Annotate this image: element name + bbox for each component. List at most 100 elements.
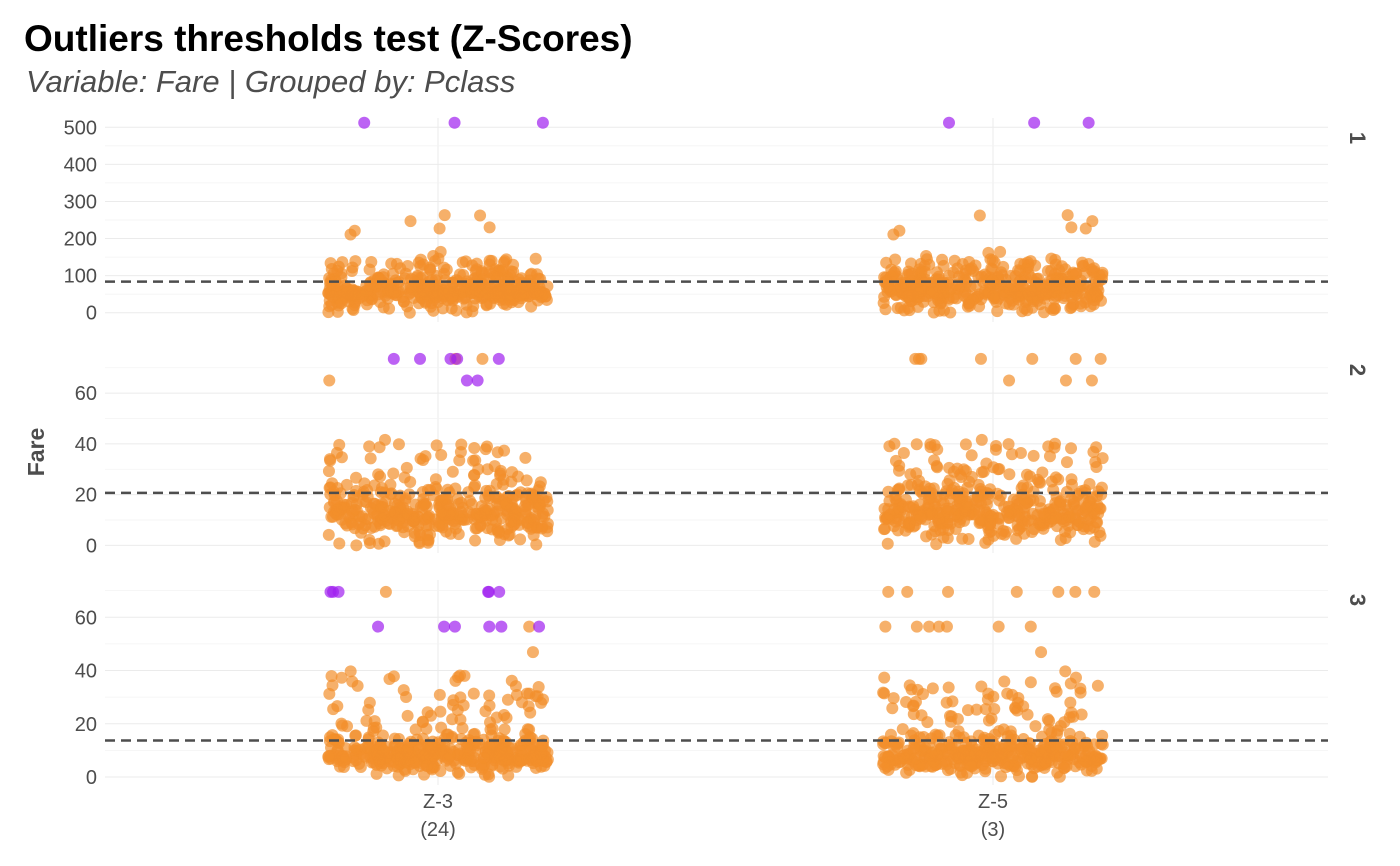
data-point — [1060, 456, 1073, 469]
outlier-point — [533, 620, 546, 633]
data-point — [469, 534, 482, 547]
data-point — [935, 757, 948, 770]
data-point — [534, 747, 547, 760]
data-point — [1050, 685, 1063, 698]
data-point — [392, 438, 405, 451]
data-point — [1025, 770, 1038, 783]
data-point — [879, 303, 892, 316]
data-point — [888, 520, 901, 533]
data-point — [909, 752, 922, 765]
data-point — [965, 262, 978, 275]
data-point — [378, 535, 391, 548]
data-point — [954, 766, 967, 779]
data-point — [368, 520, 381, 533]
data-point — [907, 727, 920, 740]
data-point — [1010, 585, 1023, 598]
outlier-point — [482, 585, 495, 598]
data-point — [992, 517, 1005, 530]
data-point — [483, 740, 496, 753]
data-point — [346, 518, 359, 531]
data-point — [427, 489, 440, 502]
data-point — [1006, 751, 1019, 764]
data-point — [508, 518, 521, 531]
data-point — [914, 512, 927, 525]
data-point — [422, 511, 435, 524]
data-point — [404, 752, 417, 765]
data-point — [370, 767, 383, 780]
outlier-point — [536, 116, 549, 129]
data-point — [519, 451, 532, 464]
x-tick-count-label: (3) — [981, 819, 1005, 841]
data-point — [333, 438, 346, 451]
data-point — [405, 273, 418, 286]
data-point — [407, 291, 420, 304]
data-point — [932, 620, 945, 633]
data-point — [944, 715, 957, 728]
data-point — [528, 285, 541, 298]
data-point — [958, 514, 971, 527]
data-point — [438, 209, 451, 222]
outlier-point — [493, 585, 506, 598]
data-point — [1095, 481, 1108, 494]
outlier-point — [460, 374, 473, 387]
outlier-point — [387, 352, 400, 365]
data-point — [901, 290, 914, 303]
data-point — [341, 286, 354, 299]
data-point — [962, 533, 975, 546]
data-point — [923, 620, 936, 633]
data-point — [525, 267, 538, 280]
data-point — [981, 693, 994, 706]
data-point — [349, 255, 362, 268]
data-point — [344, 665, 357, 678]
data-point — [526, 646, 539, 659]
data-point — [1043, 450, 1056, 463]
data-point — [404, 475, 417, 488]
data-point — [1023, 470, 1036, 483]
data-point — [951, 262, 964, 275]
data-point — [1090, 762, 1103, 775]
data-point — [335, 671, 348, 684]
data-point — [973, 300, 986, 313]
data-point — [518, 500, 531, 513]
data-point — [429, 473, 442, 486]
data-point — [881, 537, 894, 550]
data-point — [447, 694, 460, 707]
data-point — [453, 767, 466, 780]
data-point — [399, 764, 412, 777]
data-point — [1013, 265, 1026, 278]
data-point — [481, 287, 494, 300]
data-point — [491, 446, 504, 459]
data-point — [509, 680, 522, 693]
data-point — [1033, 495, 1046, 508]
data-point — [400, 461, 413, 474]
data-point — [541, 504, 554, 517]
data-point — [1065, 442, 1078, 455]
data-point — [942, 681, 955, 694]
data-point — [915, 265, 928, 278]
data-point — [917, 295, 930, 308]
data-point — [909, 352, 922, 365]
data-point — [1011, 505, 1024, 518]
data-point — [331, 504, 344, 517]
data-point — [358, 477, 371, 490]
data-point — [326, 290, 339, 303]
data-point — [988, 703, 1001, 716]
data-point — [947, 465, 960, 478]
threshold-layer — [105, 280, 1328, 742]
data-point — [992, 725, 1005, 738]
data-point — [1064, 510, 1077, 523]
data-point — [1003, 468, 1016, 481]
data-point — [1059, 665, 1072, 678]
data-point — [1090, 754, 1103, 767]
data-point — [927, 296, 940, 309]
data-point — [1084, 290, 1097, 303]
data-point — [419, 450, 432, 463]
data-point — [365, 255, 378, 268]
data-point — [421, 533, 434, 546]
data-point — [1026, 507, 1039, 520]
data-point — [442, 728, 455, 741]
data-point — [1059, 374, 1072, 387]
data-point — [529, 252, 542, 265]
data-point — [353, 287, 366, 300]
